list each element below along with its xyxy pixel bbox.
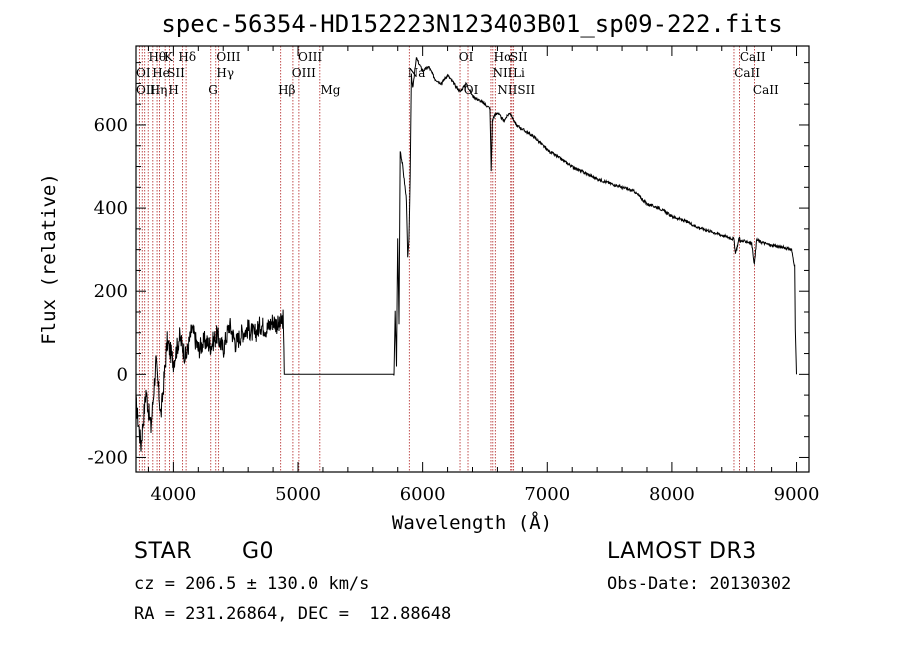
x-tick-label-4000: 4000: [150, 484, 196, 505]
line-label-0-6: Hα: [494, 50, 513, 64]
observation-date: Obs-Date: 20130302: [607, 574, 792, 594]
line-label-1-3: Hγ: [216, 66, 234, 80]
object-class: STAR: [134, 539, 193, 564]
line-label-0-5: OI: [459, 50, 474, 64]
redshift-velocity: cz = 206.5 ± 130.0 km/s: [134, 574, 370, 594]
line-label-0-2: Hδ: [178, 50, 196, 64]
line-label-1-2: SII: [167, 66, 185, 80]
y-axis-label: Flux (relative): [38, 173, 60, 345]
line-label-0-4: OIII: [298, 50, 322, 64]
line-label-2-0: OII: [136, 83, 156, 97]
x-axis-label: Wavelength (Å): [392, 511, 552, 534]
line-label-2-6: OI: [464, 83, 479, 97]
plot-frame: [135, 45, 810, 473]
line-label-2-2: H: [168, 83, 178, 97]
line-label-2-5: Mg: [320, 83, 340, 97]
line-label-1-4: OIII: [292, 66, 316, 80]
y-tick-label--200: -200: [88, 447, 128, 468]
line-label-2-1: Hη: [150, 83, 168, 97]
x-tick-label-5000: 5000: [275, 484, 321, 505]
line-label-0-0: Hθ: [148, 50, 166, 64]
x-tick-label-9000: 9000: [774, 484, 820, 505]
line-label-1-5: Na: [408, 66, 426, 80]
y-axis-ticks: -200 0 200 400 600: [88, 62, 809, 468]
ra-dec-coordinates: RA = 231.26864, DEC = 12.88648: [134, 604, 452, 624]
x-tick-label-6000: 6000: [400, 484, 446, 505]
spectrum-series-line: [135, 57, 797, 452]
y-tick-label-200: 200: [94, 281, 128, 302]
line-label-0-7: SII: [510, 50, 528, 64]
line-label-1-7: Li: [513, 66, 525, 80]
y-tick-label-400: 400: [94, 198, 128, 219]
x-tick-label-8000: 8000: [649, 484, 695, 505]
line-label-2-8: CaII: [753, 83, 779, 97]
line-label-2-3: G: [208, 83, 218, 97]
line-label-1-6: NII: [492, 66, 512, 80]
line-label-0-1: K: [164, 50, 174, 64]
line-label-2-7: NIISII: [497, 83, 535, 97]
line-label-0-3: OIII: [216, 50, 240, 64]
line-label-1-8: CaII: [734, 66, 760, 80]
line-label-2-4: Hβ: [278, 83, 295, 97]
survey-name: LAMOST DR3: [607, 539, 757, 564]
chart-title: spec-56354-HD152223N123403B01_sp09-222.f…: [161, 10, 782, 38]
y-tick-label-0: 0: [117, 364, 128, 385]
x-axis-ticks: 4000 5000 6000 7000 8000 9000: [147, 46, 820, 505]
line-label-1-0: OI: [136, 66, 151, 80]
x-tick-label-7000: 7000: [524, 484, 570, 505]
line-label-1-1: He: [152, 66, 170, 80]
line-label-0-8: CaII: [740, 50, 766, 64]
object-subclass: G0: [242, 539, 275, 564]
emission-line-markers: [138, 46, 755, 472]
y-tick-label-600: 600: [94, 115, 128, 136]
